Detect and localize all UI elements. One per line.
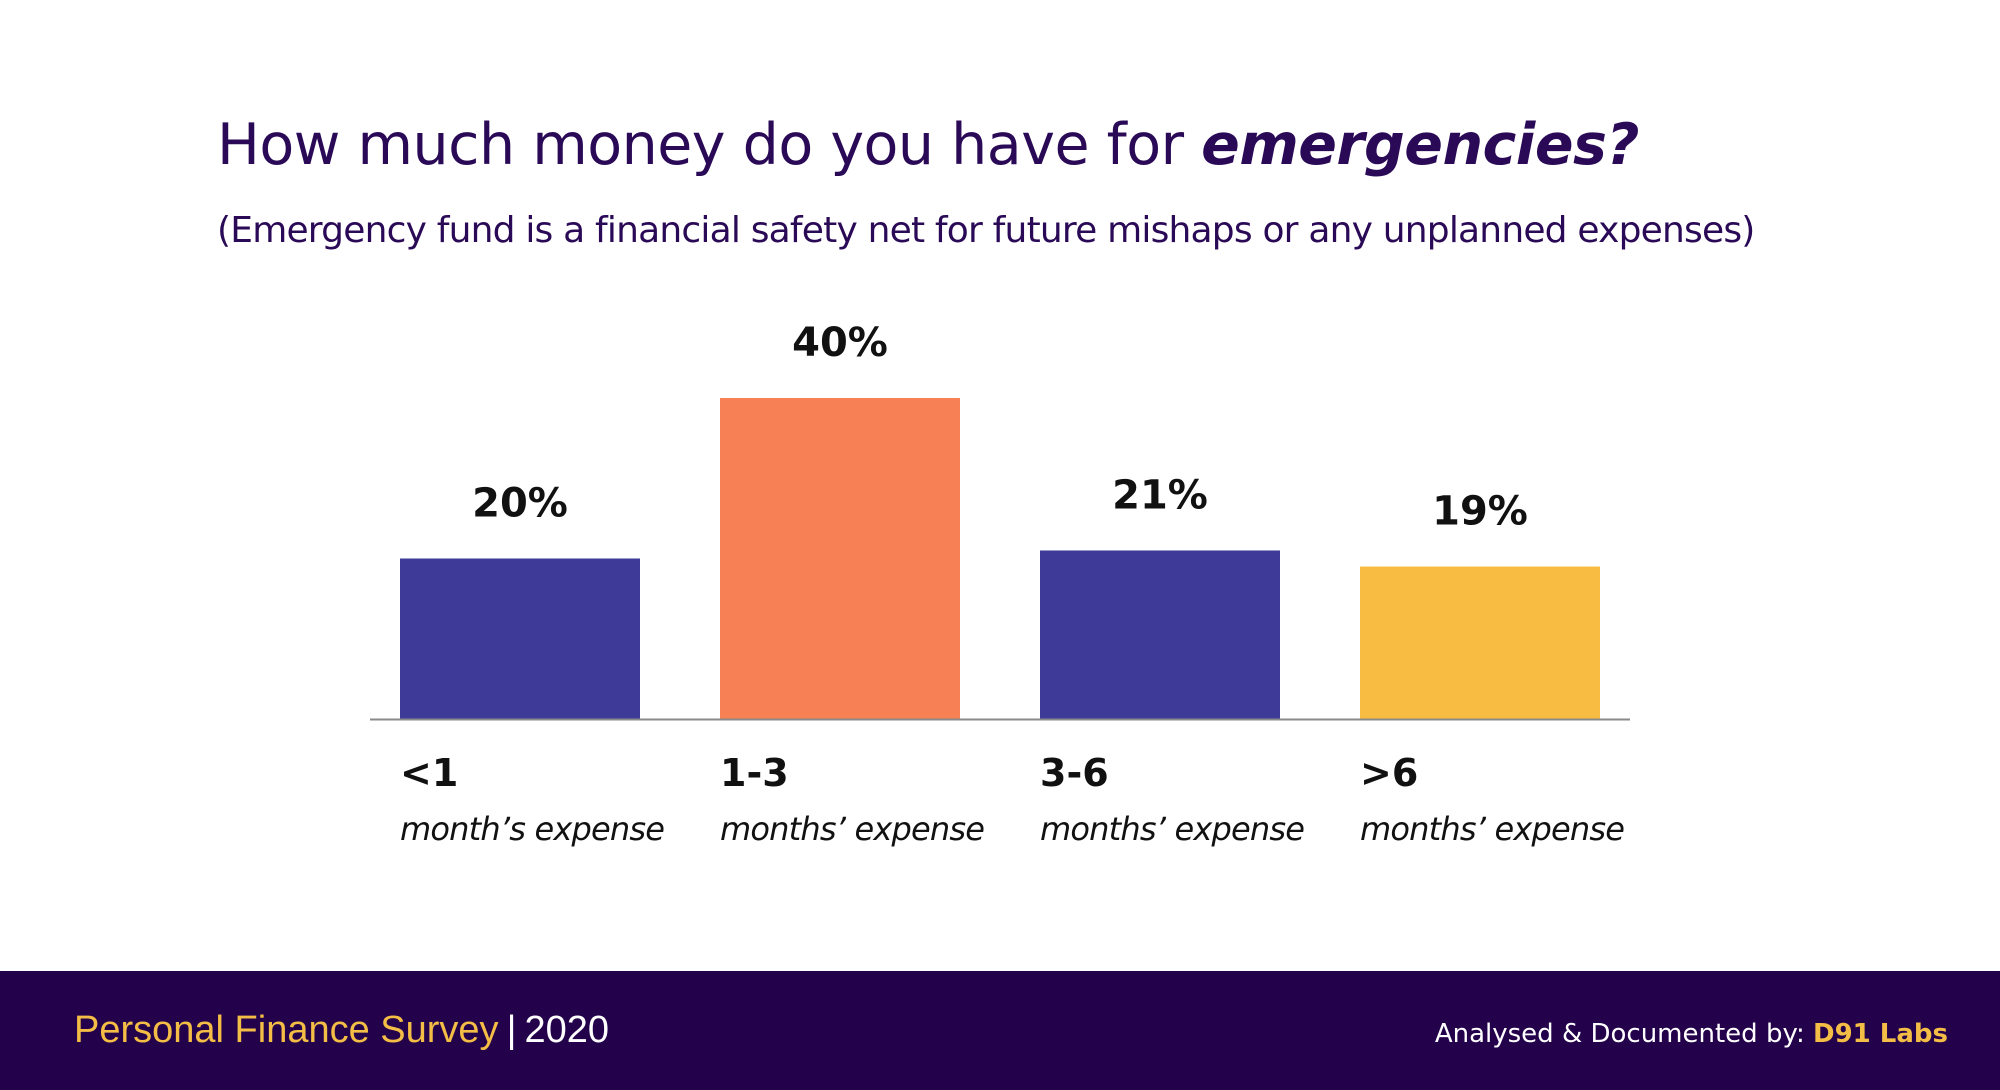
bar-1 bbox=[720, 398, 960, 719]
footer-credit: Analysed & Documented by: D91 Labs bbox=[1435, 1019, 1948, 1049]
category-label-3: >6 bbox=[1360, 751, 1418, 795]
value-label-3: 19% bbox=[1432, 489, 1528, 535]
footer-survey-label: Personal Finance Survey bbox=[74, 1009, 499, 1051]
bar-0 bbox=[400, 558, 640, 719]
value-label-0: 20% bbox=[472, 481, 568, 527]
footer-separator: | bbox=[506, 1009, 517, 1051]
chart-title-emphasis: emergencies? bbox=[1201, 112, 1639, 178]
value-label-1: 40% bbox=[792, 320, 888, 366]
footer-survey-title: Personal Finance Survey | 2020 bbox=[74, 1009, 609, 1052]
chart-subtitle: (Emergency fund is a financial safety ne… bbox=[217, 210, 1755, 251]
category-sublabel-0: month’s expense bbox=[400, 810, 664, 848]
category-label-2: 3-6 bbox=[1040, 751, 1109, 795]
chart-title-prefix: How much money do you have for bbox=[217, 112, 1202, 178]
bar-2 bbox=[1040, 550, 1280, 719]
category-label-0: <1 bbox=[400, 751, 458, 795]
value-label-2: 21% bbox=[1112, 472, 1208, 518]
category-sublabel-2: months’ expense bbox=[1040, 810, 1304, 848]
bar-3 bbox=[1360, 566, 1600, 719]
chart-title: How much money do you have for emergenci… bbox=[217, 112, 1639, 178]
footer-year: 2020 bbox=[524, 1009, 609, 1051]
category-label-1: 1-3 bbox=[720, 751, 789, 795]
category-sublabel-3: months’ expense bbox=[1360, 810, 1624, 848]
footer-bar: Personal Finance Survey | 2020 Analysed & … bbox=[0, 971, 2000, 1090]
category-sublabel-1: months’ expense bbox=[720, 810, 984, 848]
footer-credit-label: Analysed & Documented by: bbox=[1434, 1019, 1805, 1049]
bar-chart: 20% <1 month’s expense 40% 1-3 months’ expens… bbox=[370, 320, 1630, 848]
footer-credit-brand: D91 Labs bbox=[1812, 1019, 1948, 1049]
